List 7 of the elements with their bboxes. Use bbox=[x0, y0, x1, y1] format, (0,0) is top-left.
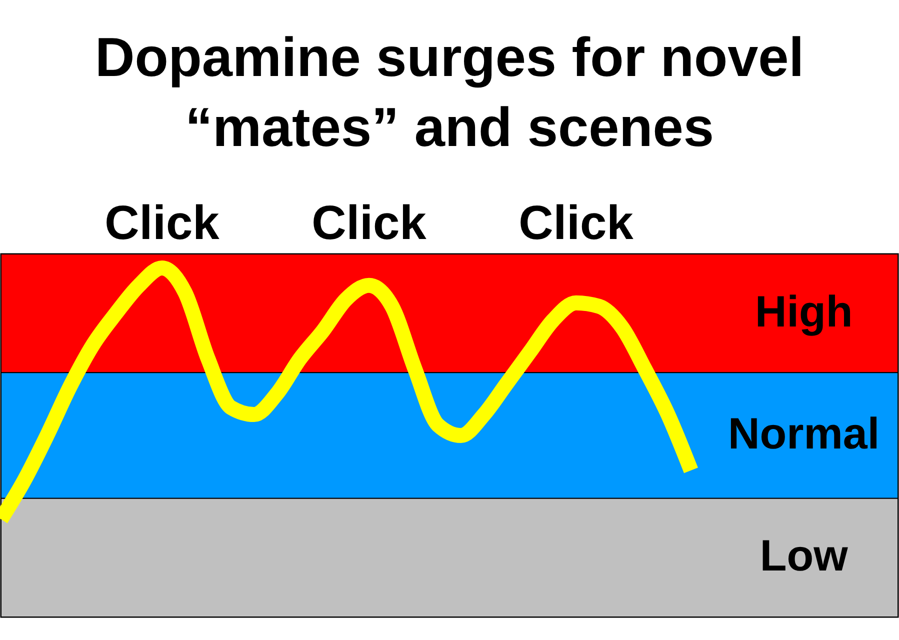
band-label: Low bbox=[760, 532, 849, 581]
text: Click bbox=[312, 197, 427, 250]
band-label: Normal bbox=[728, 410, 880, 458]
band-label: High bbox=[754, 287, 853, 336]
text: Click bbox=[104, 197, 220, 250]
text: Click bbox=[518, 197, 634, 250]
chart-title: Dopamine surges for novel “mates” and scenes bbox=[94, 26, 804, 158]
